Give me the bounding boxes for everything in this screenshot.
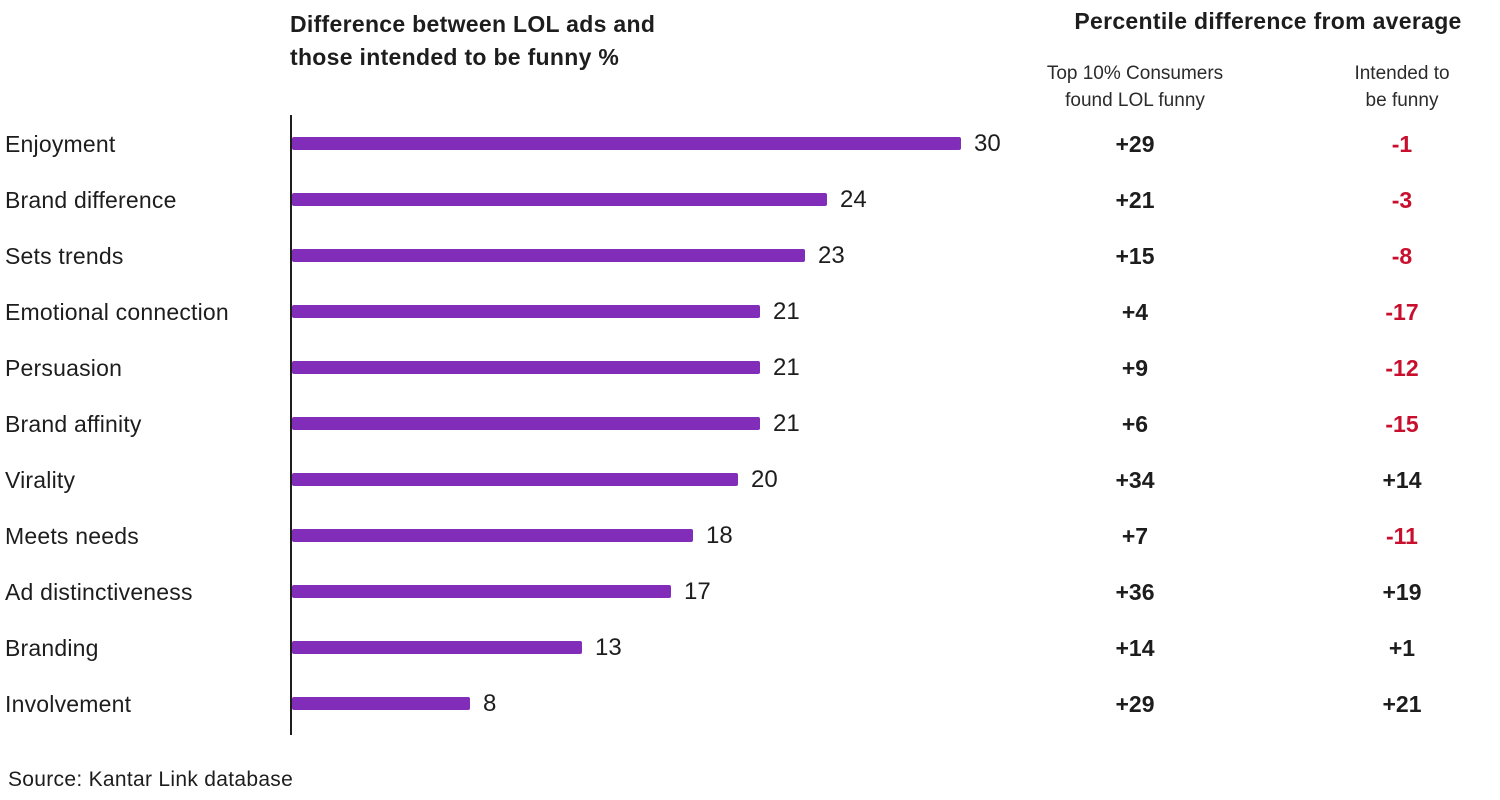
- intended-funny-value: +1: [1388, 635, 1416, 661]
- source-note: Source: Kantar Link database: [8, 768, 294, 791]
- column-header-intended-line2: be funny: [1365, 90, 1439, 111]
- chart-row: Branding 13 +14 +1: [0, 620, 1500, 676]
- bar-value-label: 24: [840, 186, 867, 213]
- bar-value-label: 21: [773, 410, 800, 437]
- bar: [292, 529, 693, 542]
- bar: [292, 305, 760, 318]
- chart-row: Brand difference 24 +21 -3: [0, 172, 1500, 228]
- bar-value-label: 13: [595, 634, 622, 661]
- category-label: Meets needs: [5, 523, 139, 549]
- bar: [292, 417, 760, 430]
- bar: [292, 193, 827, 206]
- bar-value-label: 18: [706, 522, 733, 549]
- top10-lol-funny-value: +21: [1115, 187, 1155, 213]
- top10-lol-funny-value: +29: [1115, 691, 1155, 717]
- chart-row: Brand affinity 21 +6 -15: [0, 396, 1500, 452]
- column-header-top10-line1: Top 10% Consumers: [1046, 63, 1224, 84]
- top10-lol-funny-value: +14: [1115, 635, 1155, 661]
- bar: [292, 361, 760, 374]
- top10-lol-funny-value: +34: [1115, 467, 1155, 493]
- intended-funny-value: -15: [1385, 411, 1419, 437]
- intended-funny-value: -1: [1391, 131, 1413, 157]
- top10-lol-funny-value: +29: [1115, 131, 1155, 157]
- percentile-section-title: Percentile difference from average: [1074, 8, 1462, 34]
- category-label: Ad distinctiveness: [5, 579, 193, 605]
- chart-rows: Enjoyment 30 +29 -1 Brand difference 24 +21 -3 S…: [0, 116, 1500, 732]
- bar-value-label: 21: [773, 298, 800, 325]
- column-header-intended-line1: Intended to: [1354, 63, 1450, 84]
- column-header-intended-funny: Intended to be funny: [1277, 60, 1500, 114]
- y-axis-line: [290, 115, 292, 735]
- intended-funny-value: +21: [1382, 691, 1422, 717]
- bar: [292, 249, 805, 262]
- top10-lol-funny-value: +9: [1121, 355, 1149, 381]
- category-label: Involvement: [5, 691, 132, 717]
- intended-funny-value: -8: [1391, 243, 1413, 269]
- bar: [292, 137, 961, 150]
- bar-value-label: 23: [818, 242, 845, 269]
- chart-row: Involvement 8 +29 +21: [0, 676, 1500, 732]
- chart-row: Sets trends 23 +15 -8: [0, 228, 1500, 284]
- top10-lol-funny-value: +4: [1121, 299, 1149, 325]
- column-header-top10-line2: found LOL funny: [1065, 90, 1205, 111]
- bar: [292, 697, 470, 710]
- intended-funny-value: +19: [1382, 579, 1422, 605]
- chart-row: Virality 20 +34 +14: [0, 452, 1500, 508]
- category-label: Brand difference: [5, 187, 177, 213]
- intended-funny-value: -12: [1385, 355, 1419, 381]
- bar-value-label: 20: [751, 466, 778, 493]
- chart-row: Emotional connection 21 +4 -17: [0, 284, 1500, 340]
- top10-lol-funny-value: +36: [1115, 579, 1155, 605]
- category-label: Brand affinity: [5, 411, 142, 437]
- bar-value-label: 17: [684, 578, 711, 605]
- category-label: Virality: [5, 467, 76, 493]
- category-label: Sets trends: [5, 243, 124, 269]
- bar-value-label: 8: [483, 690, 497, 717]
- category-label: Enjoyment: [5, 131, 116, 157]
- top10-lol-funny-value: +15: [1115, 243, 1155, 269]
- column-header-top10-lol-funny: Top 10% Consumers found LOL funny: [1010, 60, 1260, 114]
- intended-funny-value: -17: [1385, 299, 1419, 325]
- category-label: Persuasion: [5, 355, 123, 381]
- bar: [292, 585, 671, 598]
- bar: [292, 641, 582, 654]
- chart-row: Meets needs 18 +7 -11: [0, 508, 1500, 564]
- top10-lol-funny-value: +6: [1121, 411, 1149, 437]
- chart-title-line2: those intended to be funny %: [290, 44, 620, 70]
- bar-value-label: 30: [974, 130, 1001, 157]
- chart-row: Ad distinctiveness 17 +36 +19: [0, 564, 1500, 620]
- chart-title: Difference between LOL ads and those int…: [290, 8, 655, 74]
- chart-title-line1: Difference between LOL ads and: [290, 11, 656, 37]
- top10-lol-funny-value: +7: [1121, 523, 1149, 549]
- bar: [292, 473, 738, 486]
- category-label: Branding: [5, 635, 99, 661]
- chart-row: Persuasion 21 +9 -12: [0, 340, 1500, 396]
- bar-value-label: 21: [773, 354, 800, 381]
- intended-funny-value: +14: [1382, 467, 1422, 493]
- intended-funny-value: -3: [1391, 187, 1413, 213]
- category-label: Emotional connection: [5, 299, 229, 325]
- intended-funny-value: -11: [1386, 523, 1418, 549]
- chart-row: Enjoyment 30 +29 -1: [0, 116, 1500, 172]
